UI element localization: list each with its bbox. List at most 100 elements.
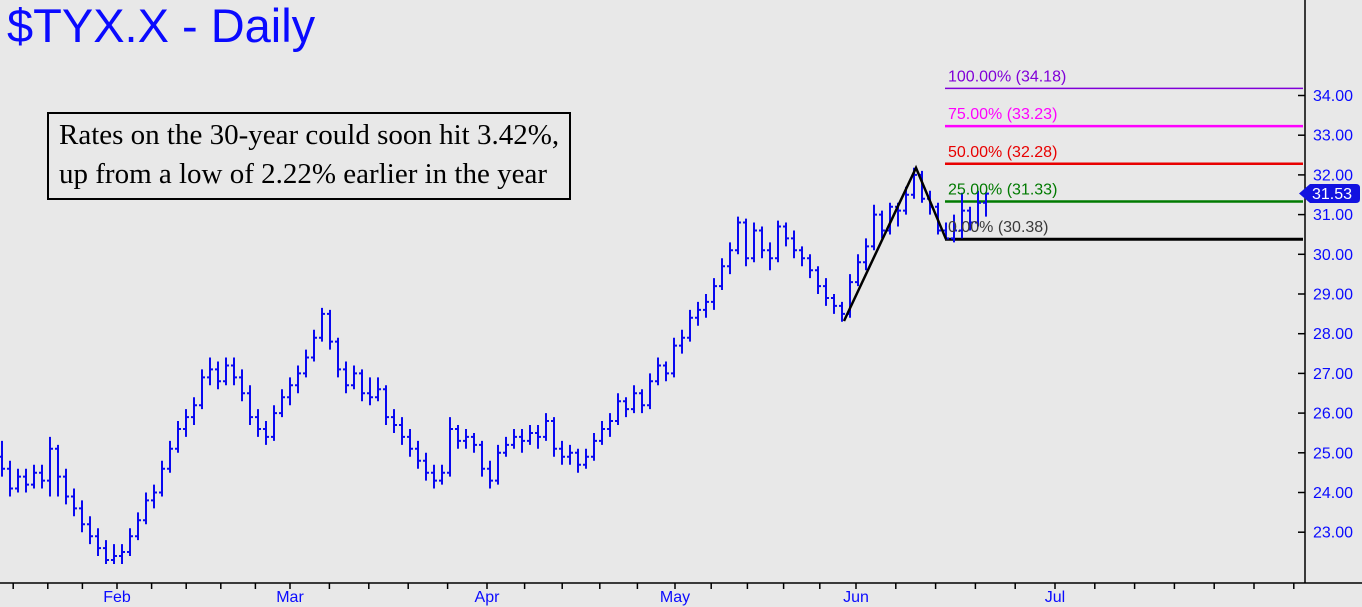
ohlc-bar <box>223 357 229 386</box>
ohlc-bar <box>63 468 69 505</box>
ohlc-bar <box>415 440 421 469</box>
ohlc-bar <box>463 429 469 449</box>
ohlc-bar <box>375 377 381 402</box>
ohlc-bar <box>231 357 237 386</box>
ohlc-bar <box>743 218 749 267</box>
ohlc-bar <box>775 220 781 263</box>
ohlc-bar <box>871 204 877 251</box>
ohlc-bar <box>839 301 845 322</box>
y-axis-label: 32.00 <box>1313 167 1353 184</box>
ohlc-bar <box>567 444 573 465</box>
x-axis-label-apr: Apr <box>475 589 501 606</box>
chart-title: $TYX.X - Daily <box>7 0 316 52</box>
ohlc-bar <box>111 544 117 564</box>
ohlc-bar <box>399 417 405 445</box>
ohlc-bar <box>559 440 565 465</box>
ohlc-bar <box>823 278 829 306</box>
ohlc-bar <box>967 206 973 231</box>
ohlc-bar <box>951 214 957 243</box>
last-price-tag-label: 31.53 <box>1312 186 1352 203</box>
ohlc-bar <box>615 393 621 425</box>
ohlc-bar <box>815 266 821 294</box>
ohlc-bar <box>423 452 429 481</box>
ohlc-bar <box>591 433 597 461</box>
ohlc-bar <box>527 425 533 445</box>
ohlc-bar <box>31 464 37 489</box>
ohlc-bar <box>287 377 293 406</box>
ohlc-bar <box>335 337 341 378</box>
y-axis-label: 23.00 <box>1313 525 1353 542</box>
y-axis-label: 30.00 <box>1313 247 1353 264</box>
ohlc-bar <box>159 460 165 497</box>
ohlc-bar <box>447 417 453 477</box>
ohlc-bar <box>7 460 13 497</box>
ohlc-bar <box>639 389 645 414</box>
ohlc-bar <box>327 309 333 350</box>
ohlc-bar <box>783 222 789 247</box>
annotation-line-1: Rates on the 30-year could soon hit 3.42… <box>59 119 560 151</box>
ohlc-bar <box>959 192 965 239</box>
ohlc-bar <box>191 397 197 425</box>
y-axis-label: 24.00 <box>1313 485 1353 502</box>
ohlc-bar <box>695 301 701 326</box>
ohlc-bar <box>143 492 149 525</box>
ohlc-bar <box>303 349 309 378</box>
ohlc-bar <box>983 192 989 217</box>
ohlc-bar <box>39 464 45 489</box>
y-axis-label: 27.00 <box>1313 366 1353 383</box>
ohlc-bar <box>439 464 445 485</box>
last-price-tag <box>1299 184 1360 204</box>
ohlc-bar <box>687 309 693 342</box>
ohlc-bar <box>551 417 557 457</box>
ohlc-bar <box>655 357 661 386</box>
x-axis-label-jul: Jul <box>1045 589 1065 606</box>
ohlc-bar <box>607 413 613 437</box>
ohlc-bar <box>79 500 85 533</box>
ohlc-bar <box>879 210 885 239</box>
ohlc-bar <box>679 329 685 354</box>
ohlc-bar <box>767 242 773 271</box>
ohlc-bar <box>735 216 741 255</box>
ohlc-bar <box>407 429 413 457</box>
ohlc-bar <box>631 385 637 414</box>
ohlc-bar <box>431 464 437 489</box>
ohlc-bar <box>599 421 605 445</box>
ohlc-bar <box>271 405 277 441</box>
ohlc-bar <box>87 516 93 545</box>
ohlc-bar <box>199 369 205 410</box>
ohlc-bar <box>799 246 805 267</box>
ohlc-bar <box>503 436 509 457</box>
ohlc-bar <box>0 440 5 477</box>
ohlc-bar <box>367 377 373 406</box>
ohlc-bar <box>239 369 245 402</box>
ohlc-bar <box>975 190 981 227</box>
ohlc-bar <box>487 460 493 489</box>
ohlc-bar <box>23 468 29 493</box>
ohlc-bar <box>55 444 61 497</box>
ohlc-bar <box>671 337 677 378</box>
ohlc-bars-group <box>0 167 989 564</box>
ohlc-bar <box>175 421 181 453</box>
ohlc-bar <box>455 425 461 449</box>
ohlc-bar <box>127 528 133 556</box>
annotation-line-2: up from a low of 2.22% earlier in the ye… <box>59 158 547 190</box>
ohlc-bar <box>263 421 269 445</box>
ohlc-bar <box>103 540 109 564</box>
ohlc-bar <box>759 226 765 259</box>
ohlc-bar <box>135 512 141 541</box>
fib-label-75-00: 75.00% (33.23) <box>948 106 1057 123</box>
ohlc-bar <box>383 385 389 425</box>
y-axis-label: 29.00 <box>1313 287 1353 304</box>
ohlc-bar <box>311 329 317 362</box>
ohlc-bar <box>543 413 549 441</box>
ohlc-bar <box>511 429 517 449</box>
ohlc-bar <box>359 369 365 402</box>
ohlc-bar <box>247 385 253 425</box>
ohlc-bar <box>751 222 757 263</box>
ohlc-bar <box>183 409 189 437</box>
ohlc-bar <box>623 397 629 418</box>
ohlc-bar <box>351 365 357 390</box>
ohlc-bar <box>295 365 301 394</box>
ohlc-bar <box>279 389 285 418</box>
